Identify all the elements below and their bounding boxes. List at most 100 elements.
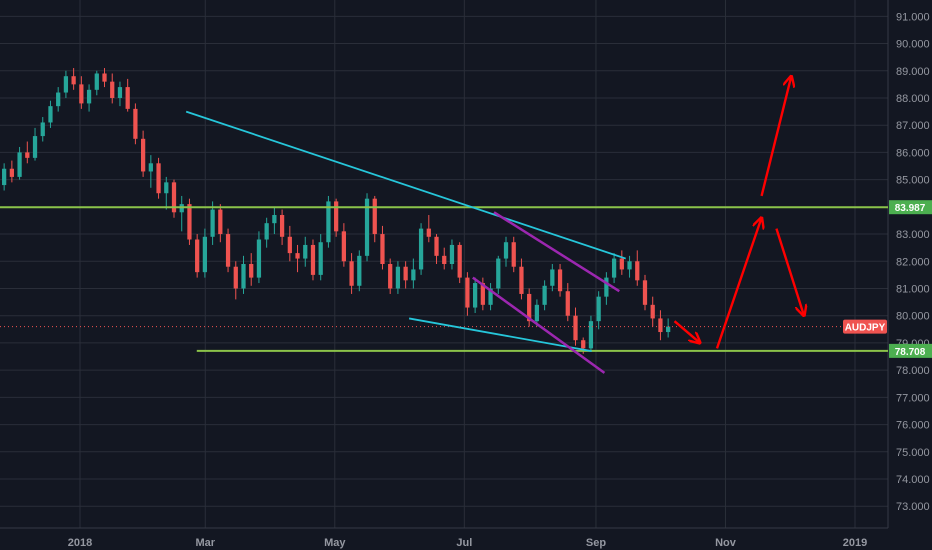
- tag-background: [889, 200, 932, 215]
- candle-body: [110, 81, 115, 98]
- candle-body: [140, 138, 146, 172]
- up-arrow-2[interactable]: [760, 76, 792, 197]
- candle-body: [56, 92, 61, 107]
- tag-background: [843, 319, 887, 334]
- candle-body: [256, 239, 262, 278]
- candle-body: [573, 315, 578, 341]
- candle-body: [17, 152, 22, 177]
- candle-body: [272, 215, 277, 224]
- candle-body: [519, 266, 524, 294]
- candle-body: [650, 304, 655, 319]
- symbol-price-tag: AUDJPY: [843, 319, 887, 334]
- x-tick-label: Jul: [456, 537, 472, 549]
- candle-body: [249, 264, 254, 278]
- lower-cyan-trendline[interactable]: [408, 317, 592, 352]
- candle-body: [473, 283, 478, 308]
- candle-body: [86, 89, 92, 104]
- candle-body: [287, 236, 292, 254]
- candle-body: [527, 293, 532, 322]
- candle-body: [202, 236, 208, 273]
- channel-top[interactable]: [493, 211, 620, 293]
- candle-body: [210, 209, 215, 237]
- y-tick-label: 87.000: [896, 120, 930, 132]
- candle-body: [48, 106, 53, 123]
- candle-body: [364, 198, 370, 256]
- candle-body: [619, 258, 624, 270]
- candle-body: [457, 244, 462, 278]
- candle-body: [63, 76, 69, 93]
- candle-body: [279, 215, 285, 237]
- candle-body: [310, 244, 316, 275]
- candle-body: [349, 261, 354, 286]
- candle-body: [117, 87, 123, 98]
- candle-body: [79, 84, 84, 104]
- candle-body: [496, 258, 501, 289]
- candle-body: [9, 168, 14, 177]
- y-tick-label: 78.000: [896, 365, 930, 377]
- candle-body: [71, 76, 76, 85]
- candle-body: [125, 87, 130, 109]
- upper-cyan-trendline[interactable]: [185, 110, 626, 260]
- tag-background: [889, 343, 932, 358]
- candle-body: [565, 291, 570, 316]
- level-price-tag: 83.987: [889, 200, 932, 215]
- candle-body: [187, 204, 192, 240]
- x-tick-label: Sep: [586, 537, 606, 549]
- tag-label: AUDJPY: [845, 323, 886, 334]
- candle-body: [148, 163, 153, 172]
- candle-body: [480, 283, 485, 305]
- candle-body: [241, 264, 246, 289]
- level-price-tag: 78.708: [889, 343, 932, 358]
- candle-body: [388, 264, 393, 289]
- candle-body: [94, 73, 99, 90]
- candle-body: [395, 266, 401, 289]
- y-tick-label: 77.000: [896, 392, 930, 404]
- candle-body: [40, 122, 45, 137]
- candle-body: [225, 234, 231, 267]
- x-tick-label: 2019: [843, 537, 867, 549]
- candle-body: [357, 255, 362, 286]
- candle-body: [581, 340, 586, 349]
- y-tick-label: 82.000: [896, 256, 930, 268]
- y-tick-label: 83.000: [896, 229, 930, 241]
- candle-body: [449, 244, 455, 264]
- candle-body: [596, 296, 601, 322]
- y-tick-label: 74.000: [896, 474, 930, 486]
- candle-body: [2, 168, 7, 186]
- candle-body: [488, 288, 493, 305]
- y-tick-label: 88.000: [896, 93, 930, 105]
- up-arrow-1[interactable]: [715, 218, 762, 349]
- candle-body: [588, 321, 594, 349]
- down-arrow-2[interactable]: [775, 228, 804, 316]
- candle-body: [611, 258, 617, 278]
- candle-body: [503, 242, 509, 259]
- candle-body: [434, 236, 439, 256]
- candle-body: [218, 209, 223, 235]
- candle-body: [233, 266, 238, 289]
- y-tick-label: 90.000: [896, 39, 930, 51]
- y-tick-label: 86.000: [896, 147, 930, 159]
- candle-body: [542, 285, 547, 305]
- candle-body: [133, 108, 138, 139]
- candle-body: [511, 242, 516, 267]
- candle-body: [442, 255, 447, 264]
- candle-body: [403, 266, 408, 281]
- candle-body: [666, 326, 671, 333]
- candle-body: [156, 163, 161, 194]
- down-arrow-1[interactable]: [673, 320, 700, 343]
- candle-body: [102, 73, 107, 82]
- candle-body: [635, 261, 640, 281]
- y-tick-label: 76.000: [896, 420, 930, 432]
- channel-bottom[interactable]: [472, 276, 606, 374]
- candle-body: [32, 136, 38, 158]
- candle-body: [418, 228, 424, 270]
- candle-body: [411, 269, 416, 281]
- y-tick-label: 80.000: [896, 311, 930, 323]
- y-tick-label: 85.000: [896, 175, 930, 187]
- candle-body: [334, 201, 339, 232]
- tag-label: 83.987: [895, 203, 926, 214]
- candle-body: [318, 242, 323, 275]
- candle-body: [372, 198, 377, 235]
